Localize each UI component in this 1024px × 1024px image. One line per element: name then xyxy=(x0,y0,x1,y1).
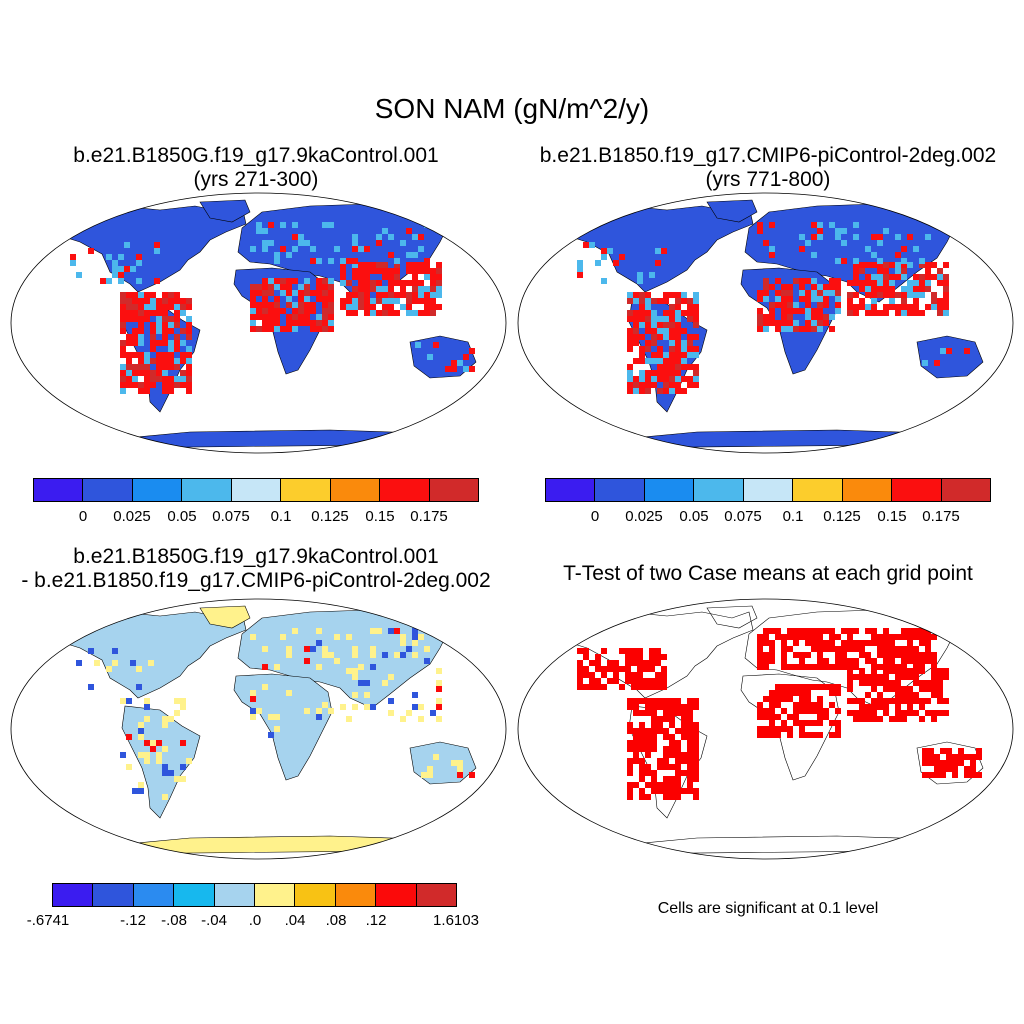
landmass xyxy=(706,605,758,629)
colorbar-label: -.04 xyxy=(201,912,227,929)
landmass xyxy=(409,741,477,785)
landmass xyxy=(740,673,840,781)
colorbar-swatch xyxy=(595,479,645,501)
colorbar-case2 xyxy=(545,478,991,502)
landmass xyxy=(606,429,988,449)
colorbar-label: 0.175 xyxy=(922,508,960,525)
map-boundary xyxy=(10,192,507,454)
landmass xyxy=(554,205,754,293)
colorbar-label: 0.025 xyxy=(113,508,151,525)
colorbar-label: 0 xyxy=(78,508,88,525)
panel-title-ttest: T-Test of two Case means at each grid po… xyxy=(563,562,973,585)
landmass xyxy=(554,611,754,699)
colorbar-swatch xyxy=(546,479,596,501)
colorbar-label: 0.125 xyxy=(311,508,349,525)
map-case1 xyxy=(10,192,507,454)
landmass xyxy=(233,673,333,781)
landmass xyxy=(199,199,251,223)
colorbar-label: -.12 xyxy=(120,912,146,929)
colorbar-swatch xyxy=(416,884,457,906)
colorbar-label: .0 xyxy=(248,912,262,929)
panel-title-difference: b.e21.B1850G.f19_g17.9kaControl.001 - b.… xyxy=(0,545,512,593)
colorbar-label: 0.175 xyxy=(410,508,448,525)
map-boundary xyxy=(10,598,507,860)
colorbar-swatch xyxy=(174,884,215,906)
colorbar-swatch xyxy=(842,479,893,501)
colorbar-swatch xyxy=(335,884,377,906)
landmass xyxy=(706,199,758,223)
colorbar-swatch xyxy=(214,884,256,906)
panel-title-case2: b.e21.B1850.f19_g17.CMIP6-piControl-2deg… xyxy=(512,144,1024,192)
colorbar-label: 1.6103 xyxy=(433,912,479,929)
colorbar-swatch xyxy=(330,479,381,501)
landmass xyxy=(99,429,481,449)
colorbar-swatch xyxy=(231,479,282,501)
colorbar-swatch xyxy=(83,479,133,501)
significance-note: Cells are significant at 0.1 level xyxy=(657,900,879,917)
colorbar-case1 xyxy=(33,478,479,502)
colorbar-label: .12 xyxy=(365,912,387,929)
colorbar-swatch xyxy=(793,479,843,501)
colorbar-label: 0.15 xyxy=(877,508,907,525)
colorbar-label: 0.1 xyxy=(270,508,292,525)
panel-title-case1: b.e21.B1850G.f19_g17.9kaControl.001 (yrs… xyxy=(0,144,512,192)
panel-title-difference-line2: - b.e21.B1850.f19_g17.CMIP6-piControl-2d… xyxy=(21,569,491,592)
map-difference xyxy=(10,598,507,860)
map-case2 xyxy=(517,192,1014,454)
colorbar-label: 0.1 xyxy=(782,508,804,525)
colorbar-label: 0.075 xyxy=(724,508,762,525)
colorbar-swatch xyxy=(132,479,183,501)
colorbar-label: 0.05 xyxy=(679,508,709,525)
landmass xyxy=(99,835,481,855)
colorbar-swatch xyxy=(34,479,84,501)
colorbar-swatch xyxy=(941,479,990,501)
colorbar-difference xyxy=(52,883,457,907)
landmass xyxy=(47,611,247,699)
colorbar-label: 0.05 xyxy=(167,508,197,525)
colorbar-swatch xyxy=(53,884,94,906)
colorbar-label: 0.075 xyxy=(212,508,250,525)
colorbar-swatch xyxy=(182,479,232,501)
colorbar-label: 0.025 xyxy=(625,508,663,525)
colorbar-label: -.08 xyxy=(161,912,187,929)
colorbar-swatch xyxy=(429,479,478,501)
colorbar-swatch xyxy=(694,479,744,501)
map-boundary xyxy=(517,598,1014,860)
colorbar-swatch xyxy=(255,884,296,906)
colorbar-swatch xyxy=(376,884,417,906)
colorbar-swatch xyxy=(133,884,175,906)
landmass xyxy=(606,835,988,855)
panel-title-case1-line2: (yrs 271-300) xyxy=(193,168,319,191)
colorbar-swatch xyxy=(93,884,134,906)
panel-title-difference-line1: b.e21.B1850G.f19_g17.9kaControl.001 xyxy=(73,545,439,568)
colorbar-swatch xyxy=(295,884,336,906)
colorbar-label: -.6741 xyxy=(26,912,70,929)
panel-title-case1-line1: b.e21.B1850G.f19_g17.9kaControl.001 xyxy=(73,144,439,167)
colorbar-label: 0.125 xyxy=(823,508,861,525)
figure-title: SON NAM (gN/m^2/y) xyxy=(374,93,650,124)
landmass xyxy=(199,605,251,629)
colorbar-swatch xyxy=(644,479,695,501)
map-ttest xyxy=(517,598,1014,860)
map-boundary xyxy=(517,192,1014,454)
panel-title-case2-line2: (yrs 771-800) xyxy=(705,168,831,191)
colorbar-label: .04 xyxy=(284,912,306,929)
colorbar-swatch xyxy=(743,479,794,501)
colorbar-label: .08 xyxy=(325,912,347,929)
panel-title-case2-line1: b.e21.B1850.f19_g17.CMIP6-piControl-2deg… xyxy=(539,144,997,167)
colorbar-swatch xyxy=(892,479,942,501)
colorbar-swatch xyxy=(281,479,331,501)
colorbar-label: 0 xyxy=(590,508,600,525)
colorbar-label: 0.15 xyxy=(365,508,395,525)
landmass xyxy=(916,335,984,379)
colorbar-swatch xyxy=(380,479,430,501)
